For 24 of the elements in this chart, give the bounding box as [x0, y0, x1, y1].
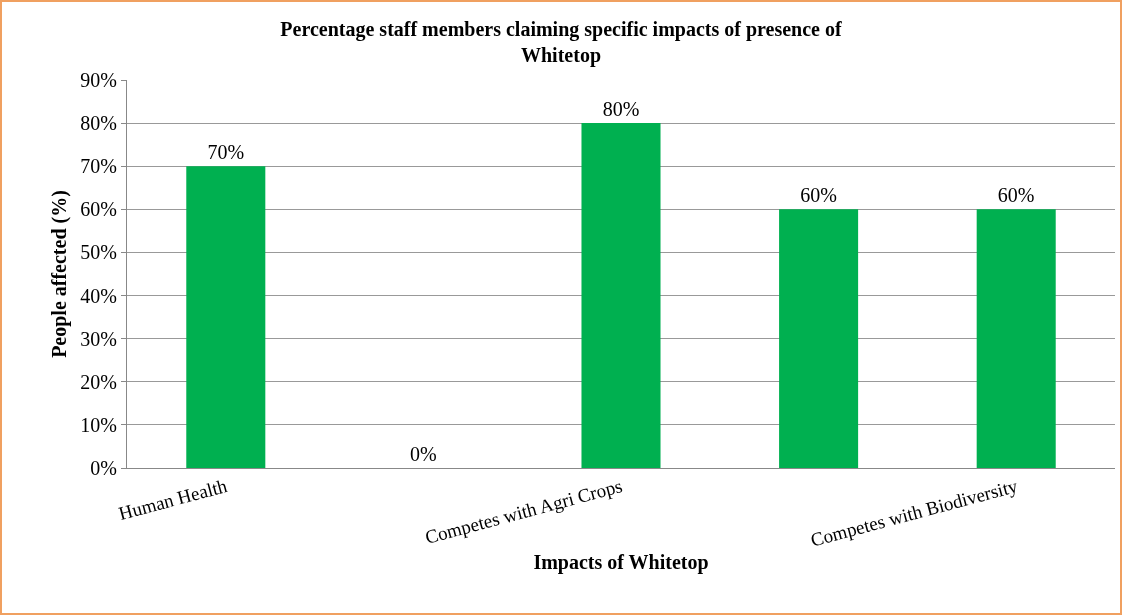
x-tick-label: Competes with Agri Crops: [422, 475, 625, 548]
x-axis-title: Impacts of Whitetop: [533, 551, 709, 575]
data-label: 80%: [602, 98, 640, 121]
y-tick-label: 50%: [80, 241, 117, 264]
y-tick-label: 40%: [80, 284, 117, 307]
data-label: 70%: [207, 141, 245, 164]
bar: [976, 209, 1056, 468]
y-tick-label: 30%: [80, 327, 117, 350]
data-label: 0%: [410, 443, 437, 465]
data-label: 60%: [800, 184, 837, 207]
y-tick-label: 90%: [80, 69, 117, 91]
bar: [779, 209, 859, 468]
bar: [581, 123, 661, 468]
data-label: 60%: [997, 184, 1035, 207]
chart-title: Percentage staff members claiming specific impacts of presence of Whitetop: [280, 17, 842, 67]
bar: [186, 166, 266, 468]
y-tick-label: 0%: [90, 457, 117, 479]
y-tick-label: 10%: [80, 413, 117, 436]
y-tick-label: 20%: [80, 370, 117, 393]
y-axis-title: People affected (%): [47, 190, 71, 358]
y-tick-label: 80%: [80, 112, 117, 135]
y-tick-label: 70%: [80, 155, 117, 178]
x-tick-label: Human Health: [116, 474, 230, 525]
y-tick-label: 60%: [80, 198, 117, 221]
